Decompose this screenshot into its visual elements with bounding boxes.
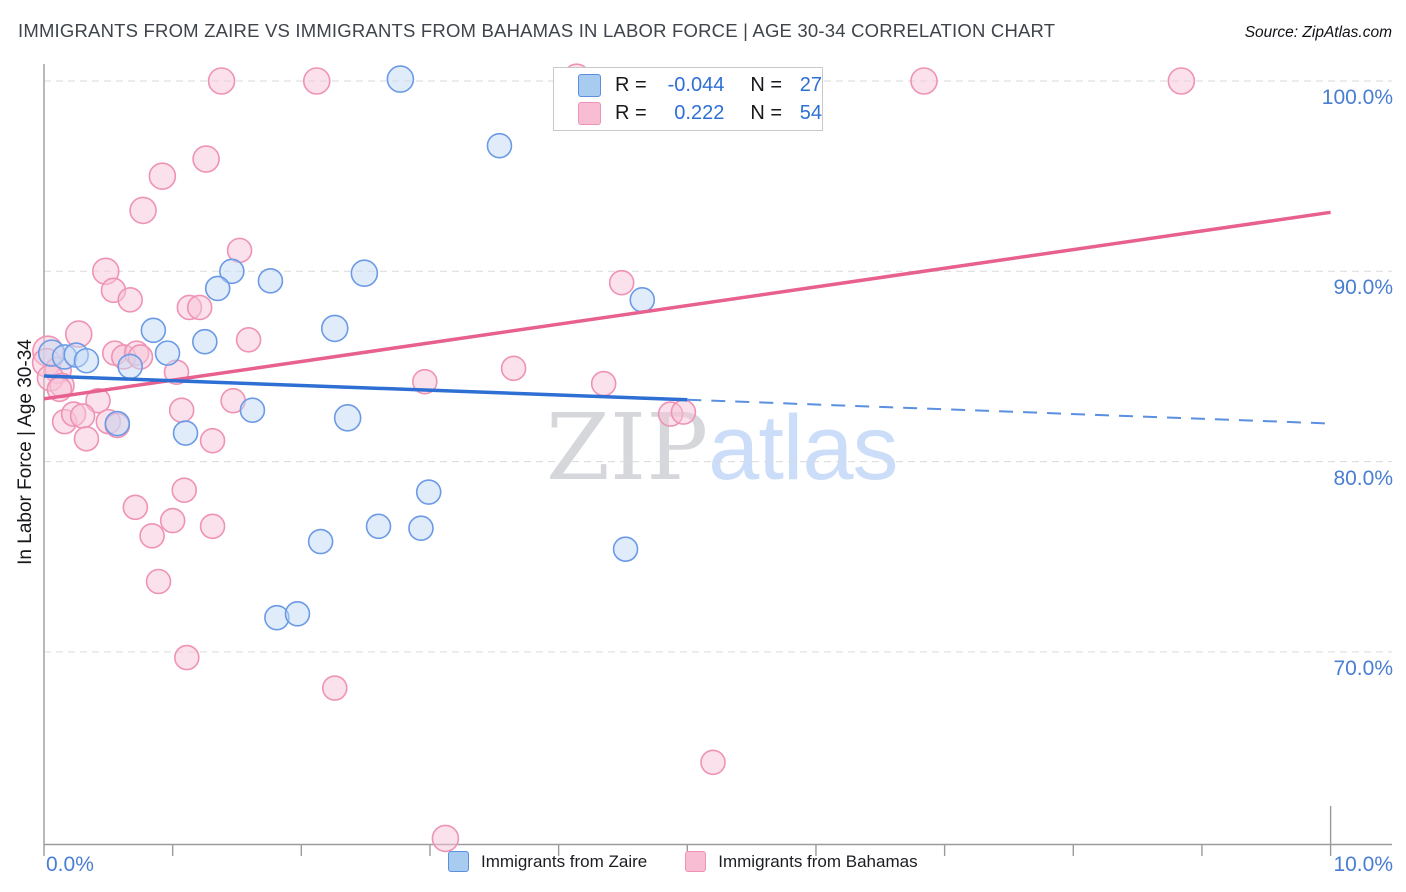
scatter-point-bahamas [207, 67, 236, 95]
legend-row-zaire: R = -0.044 N = 27 [578, 73, 822, 97]
scatter-point-bahamas [73, 425, 100, 452]
n-label: N = [750, 74, 783, 96]
trend-line-zaire-extrapolated [687, 398, 1331, 425]
scatter-point-zaire [239, 397, 266, 424]
x-tick-label-max: 10.0% [1333, 853, 1393, 876]
legend-item-bahamas: Immigrants from Bahamas [685, 851, 918, 872]
scatter-point-bahamas [145, 568, 172, 595]
scatter-point-zaire [350, 259, 379, 288]
scatter-point-bahamas [148, 162, 177, 190]
scatter-point-zaire [386, 65, 415, 93]
scatter-point-zaire [192, 328, 218, 355]
r-label: R = [615, 102, 647, 124]
scatter-point-zaire [140, 317, 167, 344]
scatter-point-bahamas [412, 368, 438, 395]
zaire-swatch-icon [448, 851, 469, 872]
source-attribution: Source: ZipAtlas.com [1244, 24, 1392, 41]
scatter-point-zaire [219, 258, 245, 285]
scatter-point-zaire [415, 479, 442, 505]
y-tick-label-70: 70.0% [1333, 657, 1393, 680]
scatter-point-zaire [320, 314, 349, 343]
n-value-zaire: 27 [799, 74, 822, 96]
r-value-zaire: -0.044 [667, 74, 725, 96]
y-tick-label-90: 90.0% [1333, 276, 1393, 299]
scatter-point-bahamas [85, 387, 111, 414]
scatter-point-zaire [204, 275, 231, 302]
scatter-point-bahamas [174, 644, 200, 671]
scatter-point-zaire [333, 404, 362, 432]
scatter-point-zaire [73, 347, 100, 374]
scatter-point-zaire [307, 528, 334, 555]
legend-item-zaire: Immigrants from Zaire [448, 851, 647, 872]
x-tick-label-min: 0.0% [46, 853, 94, 876]
n-label: N = [750, 102, 783, 124]
scatter-point-bahamas [910, 67, 938, 95]
y-tick-label-100: 100.0% [1321, 86, 1393, 109]
scatter-point-zaire [486, 132, 513, 159]
scatter-point-bahamas [69, 403, 96, 429]
n-value-bahamas: 54 [799, 102, 822, 124]
correlation-stats-legend: R = -0.044 N = 27 R = 0.222 N = 54 [553, 67, 823, 131]
series-legend: Immigrants from Zaire Immigrants from Ba… [448, 851, 918, 872]
scatter-point-bahamas [171, 477, 198, 503]
scatter-point-zaire [284, 601, 311, 627]
scatter-point-zaire [408, 515, 434, 542]
trend-line-bahamas [43, 210, 1331, 401]
scatter-point-bahamas [431, 824, 460, 853]
scatter-point-bahamas [700, 749, 726, 776]
scatter-point-bahamas [129, 196, 157, 225]
scatter-point-zaire [365, 513, 392, 540]
scatter-point-bahamas [590, 370, 617, 397]
y-axis-title: In Labor Force | Age 30-34 [15, 339, 36, 565]
page-title: IMMIGRANTS FROM ZAIRE VS IMMIGRANTS FROM… [18, 20, 1056, 41]
scatter-point-bahamas [500, 355, 527, 382]
legend-row-bahamas: R = 0.222 N = 54 [578, 101, 822, 125]
scatter-point-bahamas [1167, 67, 1196, 95]
bahamas-swatch-icon [578, 101, 601, 125]
scatter-point-bahamas [192, 145, 220, 173]
r-value-bahamas: 0.222 [674, 102, 725, 124]
scatter-point-bahamas [199, 427, 226, 454]
watermark-atlas: atlas [708, 397, 898, 499]
scatter-point-bahamas [608, 269, 635, 296]
scatter-point-bahamas [670, 399, 697, 425]
scatter-point-bahamas [199, 513, 226, 540]
scatter-point-bahamas [186, 294, 213, 321]
scatter-point-zaire [117, 353, 144, 380]
scatter-point-bahamas [302, 67, 331, 95]
scatter-point-bahamas [122, 494, 149, 521]
zaire-swatch-icon [578, 73, 601, 97]
scatter-point-bahamas [235, 327, 262, 353]
scatter-point-bahamas [159, 507, 186, 534]
legend-label-zaire: Immigrants from Zaire [481, 851, 648, 871]
scatter-point-bahamas [321, 675, 348, 701]
scatter-point-bahamas [117, 287, 144, 313]
scatter-point-zaire [257, 268, 284, 294]
scatter-point-zaire [172, 420, 199, 446]
legend-label-bahamas: Immigrants from Bahamas [718, 851, 918, 871]
scatter-point-zaire [612, 536, 639, 562]
trend-line-zaire [43, 374, 688, 402]
scatter-point-bahamas [168, 397, 195, 424]
scatter-point-bahamas [139, 523, 165, 549]
scatter-point-zaire [154, 340, 181, 366]
scatter-point-zaire [629, 287, 656, 313]
y-tick-label-80: 80.0% [1333, 467, 1393, 490]
r-label: R = [615, 74, 647, 96]
bahamas-swatch-icon [685, 851, 707, 872]
scatter-point-zaire [104, 410, 131, 437]
